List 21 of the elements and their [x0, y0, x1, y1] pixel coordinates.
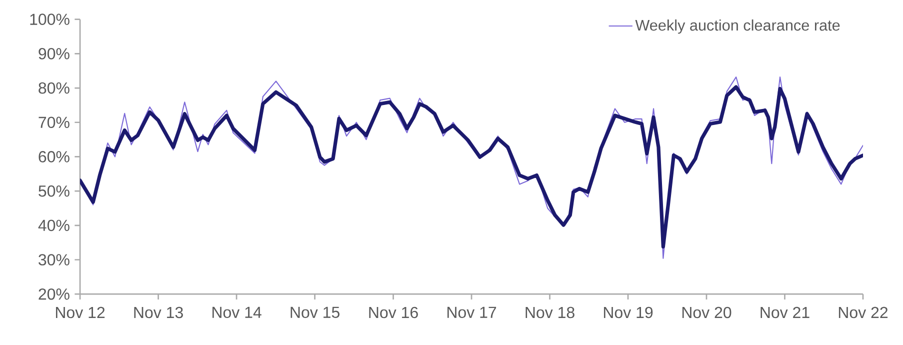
y-tick-label: 80% [38, 82, 70, 94]
x-tick-label: Nov 19 [604, 306, 653, 318]
x-tick-label: Nov 21 [760, 306, 810, 318]
y-tick-label: 40% [38, 220, 70, 231]
y-tick-label: 90% [38, 48, 70, 60]
x-tick-label: Nov 12 [56, 306, 105, 318]
x-tick-label: Nov 16 [369, 306, 418, 318]
x-tick-label: Nov 13 [134, 306, 183, 318]
y-tick-label: 70% [38, 116, 70, 128]
y-tick-label: 30% [38, 254, 70, 266]
legend-label: Weekly auction clearance rate [635, 19, 840, 34]
x-tick-label: Nov 15 [290, 306, 340, 318]
x-tick-label: Nov 20 [682, 306, 732, 318]
y-tick-label: 100% [30, 13, 70, 25]
x-tick-label: Nov 14 [212, 306, 262, 318]
y-tick-label: 50% [38, 185, 70, 197]
x-tick-label: Nov 18 [526, 306, 574, 318]
x-tick-label: Nov 17 [447, 306, 496, 318]
y-tick-label: 20% [38, 288, 70, 300]
y-tick-label: 60% [38, 150, 70, 162]
x-tick-label: Nov 22 [838, 306, 888, 318]
